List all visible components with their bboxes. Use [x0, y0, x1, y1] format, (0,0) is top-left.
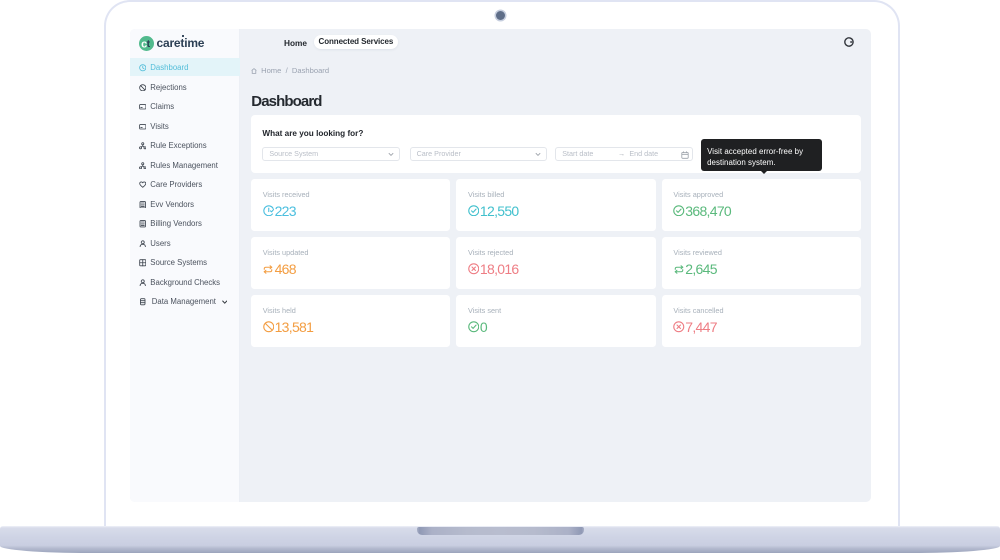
svg-text:c: c	[141, 38, 147, 50]
svg-text:t: t	[146, 38, 150, 50]
